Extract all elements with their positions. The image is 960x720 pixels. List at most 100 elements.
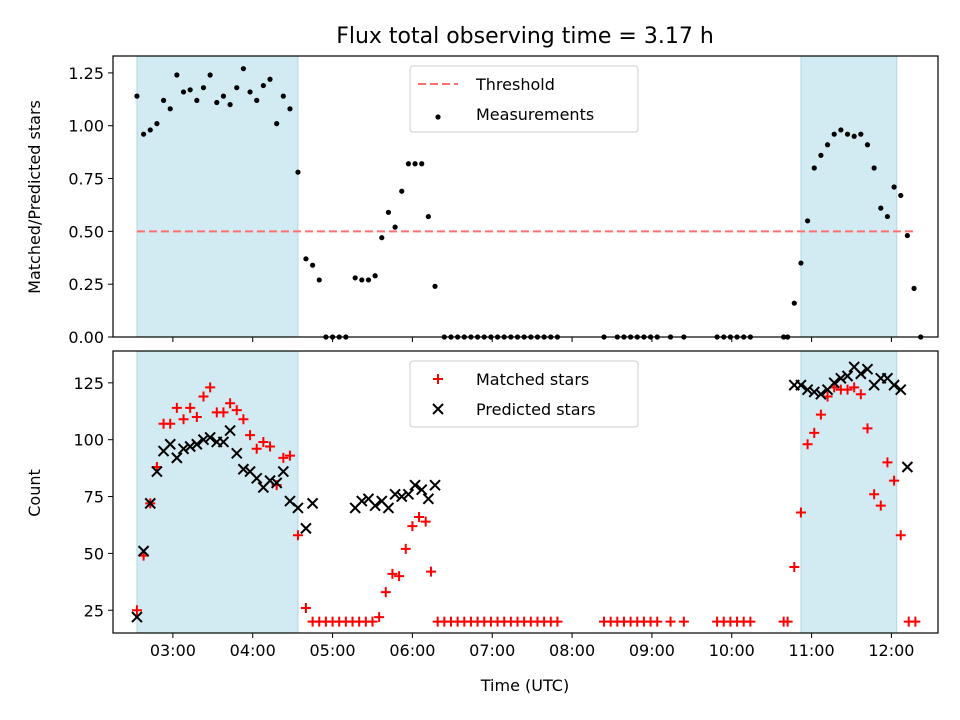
top-dot-point-86	[824, 142, 831, 148]
bottom-plus-point-8	[185, 402, 196, 413]
bottom-plus-point-72	[652, 616, 663, 627]
top-shaded-interval-1	[800, 55, 898, 338]
top-dot-point-99	[911, 285, 917, 292]
bottom-legend: Matched stars Predicted stars	[409, 360, 639, 428]
bottom-plus-point-35	[367, 616, 378, 627]
bottom-plus-point-96	[875, 500, 886, 511]
bottom-plus-point-95	[869, 489, 880, 500]
bottom-plus-point-6	[171, 402, 182, 413]
bottom-cross-point-16	[237, 463, 250, 475]
top-dot-point-26	[309, 262, 316, 268]
bottom-plus-point-9	[191, 411, 202, 422]
bottom-cross-point-34	[396, 490, 408, 503]
bottom-plus-point-80	[745, 616, 756, 627]
bottom-legend-cross-swatch	[432, 403, 444, 415]
bottom-plus-point-91	[842, 384, 853, 395]
bottom-plus-point-44	[426, 566, 437, 577]
top-dot-point-7	[180, 89, 187, 95]
top-dot-point-19	[260, 82, 266, 89]
bottom-cross-point-41	[795, 379, 807, 391]
bottom-cross-point-33	[389, 488, 401, 500]
top-shaded-interval-0	[136, 55, 299, 338]
top-dot-point-23	[287, 106, 293, 112]
bottom-cross-point-56	[895, 383, 907, 396]
top-dot-point-21	[274, 121, 280, 127]
top-dot-point-5	[167, 106, 173, 112]
bottom-plus-point-97	[882, 457, 893, 468]
bottom-cross-point-38	[422, 493, 435, 505]
bottom-cross-point-5	[164, 438, 176, 450]
bottom-cross-point-46	[828, 377, 840, 389]
top-y-tick-label-0: 0.00	[68, 328, 104, 347]
bottom-cross-point-15	[231, 447, 243, 460]
bottom-plus-point-41	[407, 521, 418, 532]
bottom-cross-point-47	[835, 372, 847, 384]
bottom-legend-plus-swatch	[433, 374, 443, 384]
bottom-cross-point-7	[177, 443, 190, 455]
x-tick-label-7: 10:00	[709, 641, 755, 660]
x-tick-label-3: 06:00	[389, 641, 435, 660]
top-dot-point-44	[432, 283, 438, 289]
bottom-cross-point-24	[292, 502, 304, 514]
x-tick-label-4: 07:00	[469, 641, 515, 660]
top-y-tick-label-1: 0.25	[68, 275, 104, 294]
x-tick-label-1: 04:00	[230, 641, 276, 660]
bottom-plus-point-22	[278, 452, 289, 463]
top-dot-point-41	[412, 161, 418, 167]
bottom-cross-point-13	[217, 436, 230, 448]
bottom-cross-point-9	[191, 438, 203, 450]
x-tick-label-0: 03:00	[150, 641, 196, 660]
bottom-cross-point-35	[402, 488, 415, 500]
bottom-y-tick-label-0: 25	[84, 601, 104, 620]
bottom-cross-point-0	[131, 611, 143, 623]
top-y-tick-label-4: 1.00	[68, 117, 104, 136]
bottom-cross-point-11	[204, 431, 216, 444]
bottom-plus-point-14	[225, 398, 236, 409]
bottom-cross-point-21	[270, 477, 283, 489]
top-dot-point-17	[247, 89, 253, 95]
top-dot-point-40	[405, 161, 412, 167]
bottom-cross-point-2	[144, 497, 156, 510]
top-dot-point-25	[303, 256, 309, 262]
bottom-legend-label-1: Predicted stars	[476, 400, 596, 419]
x-tick-label-2: 05:00	[310, 641, 356, 660]
top-dot-point-32	[352, 275, 358, 281]
bottom-plus-point-94	[862, 423, 873, 434]
top-dot-point-6	[174, 72, 180, 78]
bottom-plus-point-93	[855, 389, 866, 400]
x-tick-label-5: 08:00	[549, 641, 595, 660]
bottom-plus-point-101	[910, 616, 921, 627]
bottom-plus-point-24	[292, 530, 303, 541]
bottom-cross-point-25	[300, 522, 312, 535]
top-legend-label-1: Measurements	[476, 105, 594, 124]
bottom-plus-point-11	[205, 382, 216, 393]
top-axes-frame	[112, 55, 939, 338]
top-dot-point-92	[864, 142, 871, 148]
bottom-plus-point-63	[552, 616, 563, 627]
top-dot-point-24	[295, 169, 301, 175]
bottom-plus-point-17	[245, 430, 256, 441]
bottom-legend-box	[409, 360, 639, 428]
top-legend-dot-swatch	[435, 114, 441, 120]
bottom-plus-point-38	[387, 568, 398, 579]
top-dot-point-95	[884, 213, 891, 220]
top-panel: 0.00 0.25 0.50 0.75 1.00 1.25 Threshold Measure…	[68, 55, 939, 347]
bottom-plus-point-15	[231, 405, 242, 416]
bottom-plus-point-86	[809, 427, 820, 438]
bottom-plus-point-10	[198, 391, 209, 402]
bottom-plus-point-19	[258, 436, 269, 447]
top-dot-point-42	[419, 161, 425, 167]
bottom-cross-point-36	[409, 479, 421, 491]
bottom-cross-point-1	[137, 545, 150, 557]
top-dot-point-13	[220, 93, 227, 99]
bottom-y-tick-label-1: 50	[84, 544, 104, 563]
top-dot-point-87	[831, 131, 837, 137]
top-dot-point-14	[227, 101, 233, 108]
top-dot-point-35	[372, 273, 378, 279]
top-dot-point-81	[791, 300, 797, 306]
top-dot-point-89	[844, 131, 851, 137]
bottom-plus-point-37	[380, 587, 391, 598]
bottom-series-predicted-stars	[131, 361, 914, 623]
bottom-y-axis-label: Count	[25, 469, 44, 517]
